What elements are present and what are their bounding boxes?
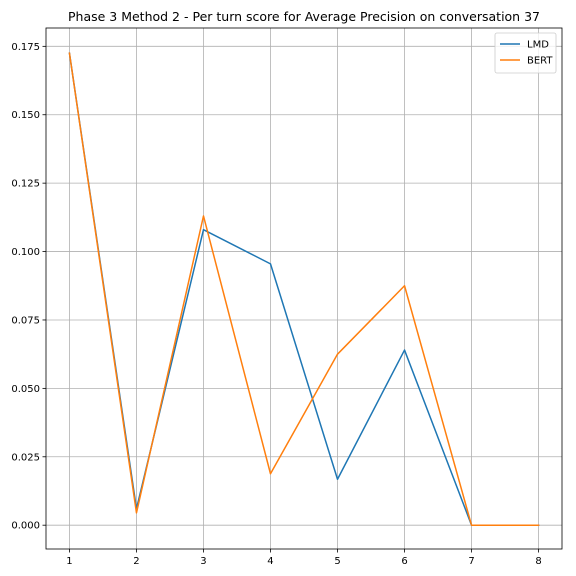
legend-label: LMD: [527, 40, 549, 51]
y-tick-label: 0.050: [11, 384, 40, 395]
y-tick-label: 0.175: [11, 42, 40, 53]
axis-ticks: 1 2 3 4 5 6 7 8 0.000 0.025 0.050 0.075 0.100 0.125 0.…: [11, 42, 541, 567]
legend: LMD BERT: [494, 32, 557, 74]
x-tick-label: 8: [535, 556, 541, 567]
plot-area-frame: [45, 27, 563, 550]
grid-lines: [46, 28, 562, 549]
y-tick-label: 0.075: [11, 315, 40, 326]
x-tick-label: 6: [401, 556, 407, 567]
series-line-lmd: [68, 52, 540, 526]
x-tick-label: 2: [133, 556, 139, 567]
x-tick-label: 3: [200, 556, 206, 567]
y-tick-label: 0.100: [11, 247, 40, 258]
legend-box: [494, 32, 557, 74]
x-tick-label: 4: [267, 556, 273, 567]
chart-title: Phase 3 Method 2 - Per turn score for Av…: [68, 9, 540, 24]
y-tick-label: 0.125: [11, 179, 40, 190]
y-tick-label: 0.025: [11, 452, 40, 463]
x-tick-label: 5: [334, 556, 340, 567]
series-line-bert: [68, 52, 540, 526]
legend-label: BERT: [527, 56, 553, 67]
y-tick-label: 0.150: [11, 110, 40, 121]
x-tick-label: 1: [66, 556, 72, 567]
x-tick-label: 7: [468, 556, 474, 567]
y-tick-label: 0.000: [11, 521, 40, 532]
series-lines: [68, 52, 540, 526]
